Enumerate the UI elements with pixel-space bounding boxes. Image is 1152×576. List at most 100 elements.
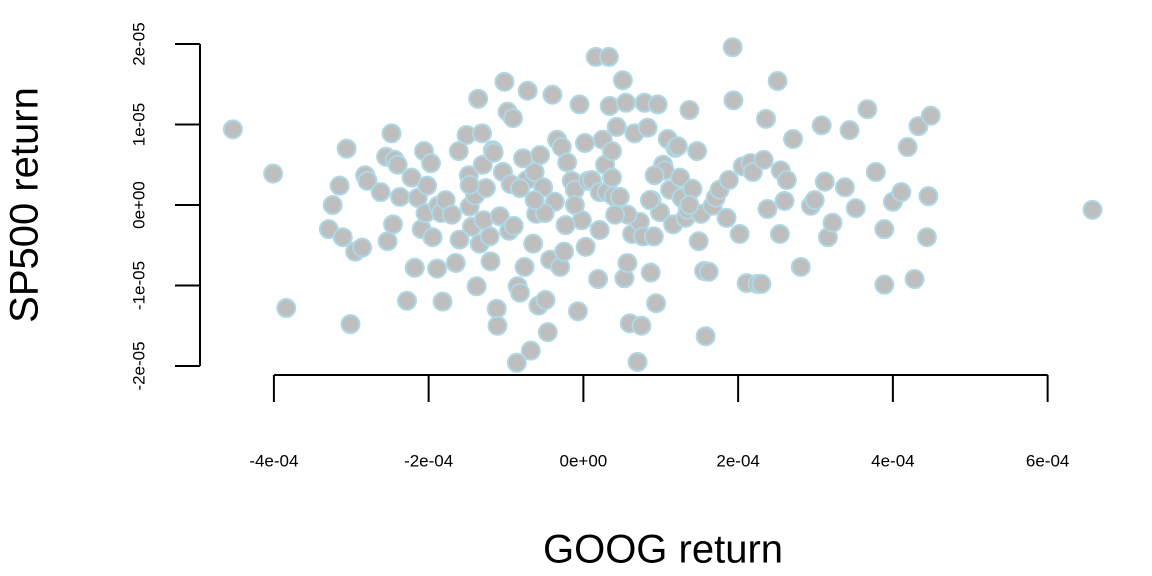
point — [682, 178, 703, 199]
point — [670, 167, 691, 188]
point — [329, 175, 350, 196]
point — [667, 136, 688, 157]
point — [822, 212, 843, 233]
point — [718, 170, 739, 191]
x-tick-label: 6e-04 — [1026, 451, 1069, 470]
point — [722, 37, 743, 58]
point — [517, 80, 538, 101]
y-tick-label: 0e+00 — [129, 181, 148, 229]
point — [524, 190, 545, 211]
point — [567, 301, 588, 322]
point — [811, 115, 832, 136]
point — [422, 227, 443, 248]
point — [445, 252, 466, 273]
point — [755, 108, 776, 129]
point — [774, 190, 795, 211]
point — [396, 290, 417, 311]
point — [617, 252, 638, 273]
x-axis-title: GOOG return — [543, 528, 783, 572]
point — [448, 141, 469, 162]
point — [606, 116, 627, 137]
point — [687, 141, 708, 162]
point — [598, 46, 619, 67]
point — [639, 190, 660, 211]
point — [814, 171, 835, 192]
point — [839, 120, 860, 141]
point — [904, 269, 925, 290]
point — [637, 117, 658, 138]
point — [357, 170, 378, 191]
point — [575, 236, 596, 257]
point — [432, 291, 453, 312]
point — [466, 276, 487, 297]
point — [1082, 199, 1103, 220]
point — [542, 84, 563, 105]
point — [535, 289, 556, 310]
point — [340, 314, 361, 335]
point — [377, 231, 398, 252]
point — [834, 177, 855, 198]
point — [486, 298, 507, 319]
point — [514, 256, 535, 277]
point — [698, 261, 719, 282]
point — [509, 282, 530, 303]
point — [401, 167, 422, 188]
point — [588, 269, 609, 290]
point — [729, 223, 750, 244]
point — [767, 71, 788, 92]
point — [472, 123, 493, 144]
point — [459, 174, 480, 195]
y-axis-title: SP500 return — [3, 87, 47, 323]
point — [599, 96, 620, 116]
point — [475, 178, 496, 199]
point — [753, 149, 774, 170]
point — [449, 229, 470, 250]
point — [506, 352, 527, 373]
point — [523, 233, 544, 254]
y-tick-label: 2e-05 — [129, 22, 148, 65]
point — [480, 251, 501, 272]
point — [417, 175, 438, 196]
point — [336, 138, 357, 159]
point — [695, 326, 716, 347]
point — [751, 273, 772, 294]
point — [679, 100, 700, 121]
point — [716, 207, 737, 228]
point — [589, 219, 610, 240]
y-tick-label: 1e-05 — [129, 103, 148, 146]
x-tick-label: 4e-04 — [871, 451, 914, 470]
x-tick-label: 2e-04 — [716, 451, 759, 470]
point — [564, 195, 585, 215]
x-tick-label: -4e-04 — [249, 451, 298, 470]
point — [574, 133, 595, 154]
point — [555, 215, 576, 236]
point — [874, 274, 895, 295]
point — [918, 186, 939, 207]
point — [643, 226, 664, 247]
point — [520, 340, 541, 361]
point — [479, 226, 500, 247]
point — [897, 137, 918, 158]
point — [441, 204, 462, 225]
point — [627, 351, 648, 372]
point — [916, 227, 937, 248]
point — [381, 123, 402, 144]
point — [723, 90, 744, 111]
point — [609, 186, 630, 207]
point — [640, 262, 661, 283]
point — [557, 152, 578, 173]
point — [322, 195, 343, 215]
point — [332, 227, 353, 248]
x-tick-label: 0e+00 — [560, 451, 608, 470]
point — [530, 145, 551, 166]
point — [468, 88, 489, 109]
y-tick-label: -1e-05 — [129, 261, 148, 310]
point — [757, 199, 778, 220]
point — [494, 71, 515, 92]
point — [804, 190, 825, 211]
point — [688, 231, 709, 252]
point — [615, 92, 636, 113]
y-tick-label: -2e-05 — [129, 341, 148, 390]
point — [647, 94, 668, 115]
point — [404, 257, 425, 278]
